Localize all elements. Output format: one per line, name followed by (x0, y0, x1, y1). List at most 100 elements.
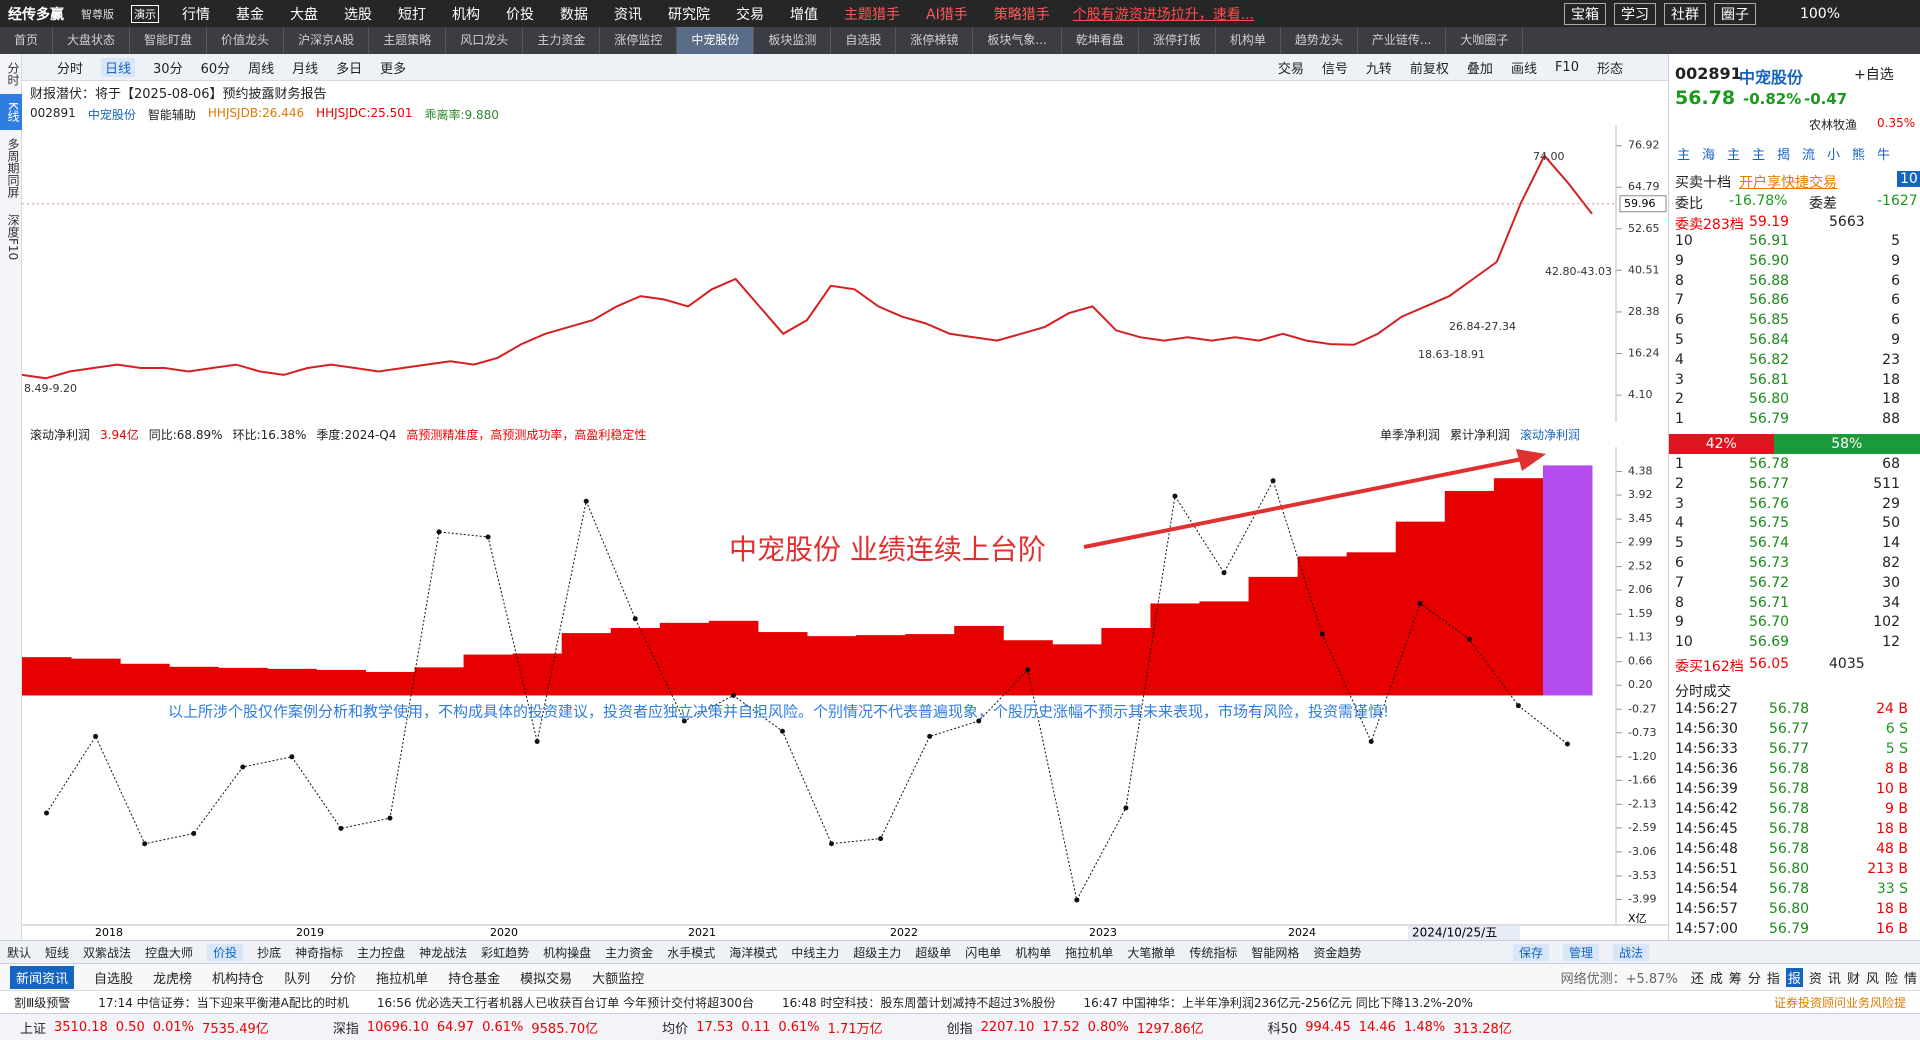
indicator-tab[interactable]: 短线 (45, 945, 70, 960)
panel-icon[interactable]: 讯 (1827, 971, 1841, 987)
period-tab[interactable]: 周线 (248, 61, 275, 77)
panel-icon[interactable]: 报 (1785, 967, 1803, 987)
menu-item[interactable]: 选股 (344, 6, 372, 23)
indicator-tab[interactable]: 水手模式 (667, 945, 716, 960)
side-tab[interactable]: 分时 (6, 62, 20, 86)
period-tab[interactable]: 月线 (292, 61, 319, 77)
indicator-tab[interactable]: 价投 (207, 943, 244, 961)
indicator-tab[interactable]: 默认 (7, 945, 32, 960)
period-tab[interactable]: 分时 (57, 61, 84, 77)
indicator-tab[interactable]: 海洋模式 (729, 945, 778, 960)
menu-right[interactable]: 社群 (1663, 2, 1706, 25)
tab[interactable]: 价值龙头 (207, 27, 285, 54)
indicator-tab[interactable]: 智能网格 (1251, 945, 1300, 960)
tab[interactable]: 产业链传... (1358, 27, 1447, 54)
menu-item[interactable]: 大盘 (290, 6, 318, 23)
menu-item[interactable]: 行情 (182, 6, 210, 23)
tab[interactable]: 大咖圈子 (1446, 27, 1524, 54)
bottom-tab[interactable]: 持仓基金 (448, 971, 501, 987)
tab[interactable]: 趋势龙头 (1281, 27, 1358, 54)
bottom-tab[interactable]: 模拟交易 (520, 971, 573, 987)
menu-item[interactable]: 短打 (398, 6, 426, 23)
tab[interactable]: 机构单 (1216, 27, 1281, 54)
tab[interactable]: 中宠股份 (677, 27, 755, 54)
news-item[interactable]: 16:47 中国神华：上半年净利润236亿元-256亿元 同比下降13.2%-2… (1083, 995, 1473, 1010)
period-tab[interactable]: 更多 (380, 61, 407, 77)
tool-button[interactable]: 交易 (1277, 61, 1304, 77)
tab[interactable]: 首页 (0, 27, 54, 54)
indicator-tab[interactable]: 大笔撤单 (1127, 945, 1176, 960)
panel-icon[interactable]: 财 (1846, 971, 1860, 987)
indicator-tab[interactable]: 双紫战法 (83, 945, 132, 960)
period-tab[interactable]: 多日 (336, 61, 363, 77)
panel-icon[interactable]: 指 (1766, 971, 1780, 987)
period-tab[interactable]: 日线 (101, 57, 136, 77)
period-tab[interactable]: 60分 (200, 61, 231, 77)
period-tab[interactable]: 30分 (153, 61, 183, 77)
tab[interactable]: 大盘状态 (53, 27, 131, 54)
panel-icon[interactable]: 分 (1747, 971, 1761, 987)
bottom-tab[interactable]: 大额监控 (592, 971, 645, 987)
indicator-tab[interactable]: 神奇指标 (295, 945, 344, 960)
panel-icon[interactable]: 资 (1808, 971, 1822, 987)
tab[interactable]: 板块气象... (973, 27, 1062, 54)
tab[interactable]: 沪深京A股 (284, 27, 370, 54)
tool-button[interactable]: 形态 (1596, 61, 1623, 77)
indicator-action[interactable]: 战法 (1612, 943, 1649, 961)
tab[interactable]: 智能盯盘 (130, 27, 208, 54)
bottom-tab[interactable]: 机构持仓 (212, 971, 265, 987)
news-item[interactable]: 16:48 时空科技：股东周蕾计划减持不超过3%股份 (782, 995, 1056, 1010)
tab[interactable]: 涨停监控 (600, 27, 678, 54)
tab[interactable]: 自选股 (831, 27, 897, 54)
bottom-tab[interactable]: 龙虎榜 (153, 971, 193, 987)
profit-mode[interactable]: 累计净利润 (1449, 428, 1510, 442)
indicator-tab[interactable]: 控盘大师 (145, 945, 194, 960)
indicator-tab[interactable]: 主力控盘 (357, 945, 406, 960)
indicator-tab[interactable]: 中线主力 (791, 945, 840, 960)
tab[interactable]: 风口龙头 (446, 27, 524, 54)
side-tab[interactable]: 多周期同屏 (6, 137, 20, 198)
tool-button[interactable]: 画线 (1510, 61, 1537, 77)
indicator-tab[interactable]: 资金趋势 (1313, 945, 1362, 960)
tab[interactable]: 主题策略 (369, 27, 447, 54)
menu-right[interactable]: 圈子 (1713, 2, 1756, 25)
panel-icon[interactable]: 险 (1884, 971, 1898, 987)
indicator-tab[interactable]: 闪电单 (965, 945, 1002, 960)
menu-right[interactable]: 学习 (1613, 2, 1656, 25)
menu-item[interactable]: 策略猎手 (993, 6, 1050, 23)
indicator-tab[interactable]: 超级单 (915, 945, 952, 960)
indicator-tab[interactable]: 机构单 (1015, 945, 1052, 960)
menu-item[interactable]: 资讯 (614, 6, 642, 23)
tool-button[interactable]: 叠加 (1466, 61, 1493, 77)
bottom-tab[interactable]: 新闻资讯 (10, 965, 75, 989)
tab[interactable]: 涨停梯镜 (896, 27, 974, 54)
tool-button[interactable]: F10 (1554, 59, 1579, 75)
side-tab[interactable]: K线 (0, 94, 22, 130)
indicator-tab[interactable]: 主力资金 (605, 945, 654, 960)
indicator-action[interactable]: 管理 (1562, 943, 1599, 961)
bottom-tab[interactable]: 拖拉机单 (376, 971, 429, 987)
indicator-tab[interactable]: 机构操盘 (543, 945, 592, 960)
indicator-tab[interactable]: 彩虹趋势 (481, 945, 530, 960)
news-item[interactable]: 割Ⅲ级预警 (14, 995, 71, 1010)
tool-button[interactable]: 九转 (1365, 61, 1392, 77)
menu-item[interactable]: 机构 (452, 6, 480, 23)
profit-mode[interactable]: 滚动净利润 (1519, 428, 1580, 442)
side-tab[interactable]: 深度F10 (6, 213, 20, 261)
menu-item[interactable]: 研究院 (668, 6, 710, 23)
indicator-tab[interactable]: 超级主力 (853, 945, 902, 960)
tab[interactable]: 板块监测 (754, 27, 832, 54)
menu-item[interactable]: 基金 (236, 6, 264, 23)
panel-icon[interactable]: 还 (1690, 971, 1704, 987)
tab[interactable]: 涨停打板 (1139, 27, 1216, 54)
menu-item[interactable]: 主题猎手 (844, 6, 900, 23)
panel-icon[interactable]: 成 (1709, 971, 1723, 987)
indicator-tab[interactable]: 传统指标 (1189, 945, 1238, 960)
tool-button[interactable]: 信号 (1321, 61, 1348, 77)
profit-mode[interactable]: 单季净利润 (1379, 428, 1440, 442)
bottom-tab[interactable]: 自选股 (94, 971, 134, 987)
news-item[interactable]: 17:14 中信证券：当下迎来平衡港A配比的时机 (98, 995, 349, 1010)
panel-icon[interactable]: 筹 (1728, 971, 1742, 987)
menu-item[interactable]: AI猎手 (926, 6, 968, 23)
news-item[interactable]: 16:56 优必选天工行者机器人已收获百台订单 今年预计交付将超300台 (376, 995, 755, 1010)
